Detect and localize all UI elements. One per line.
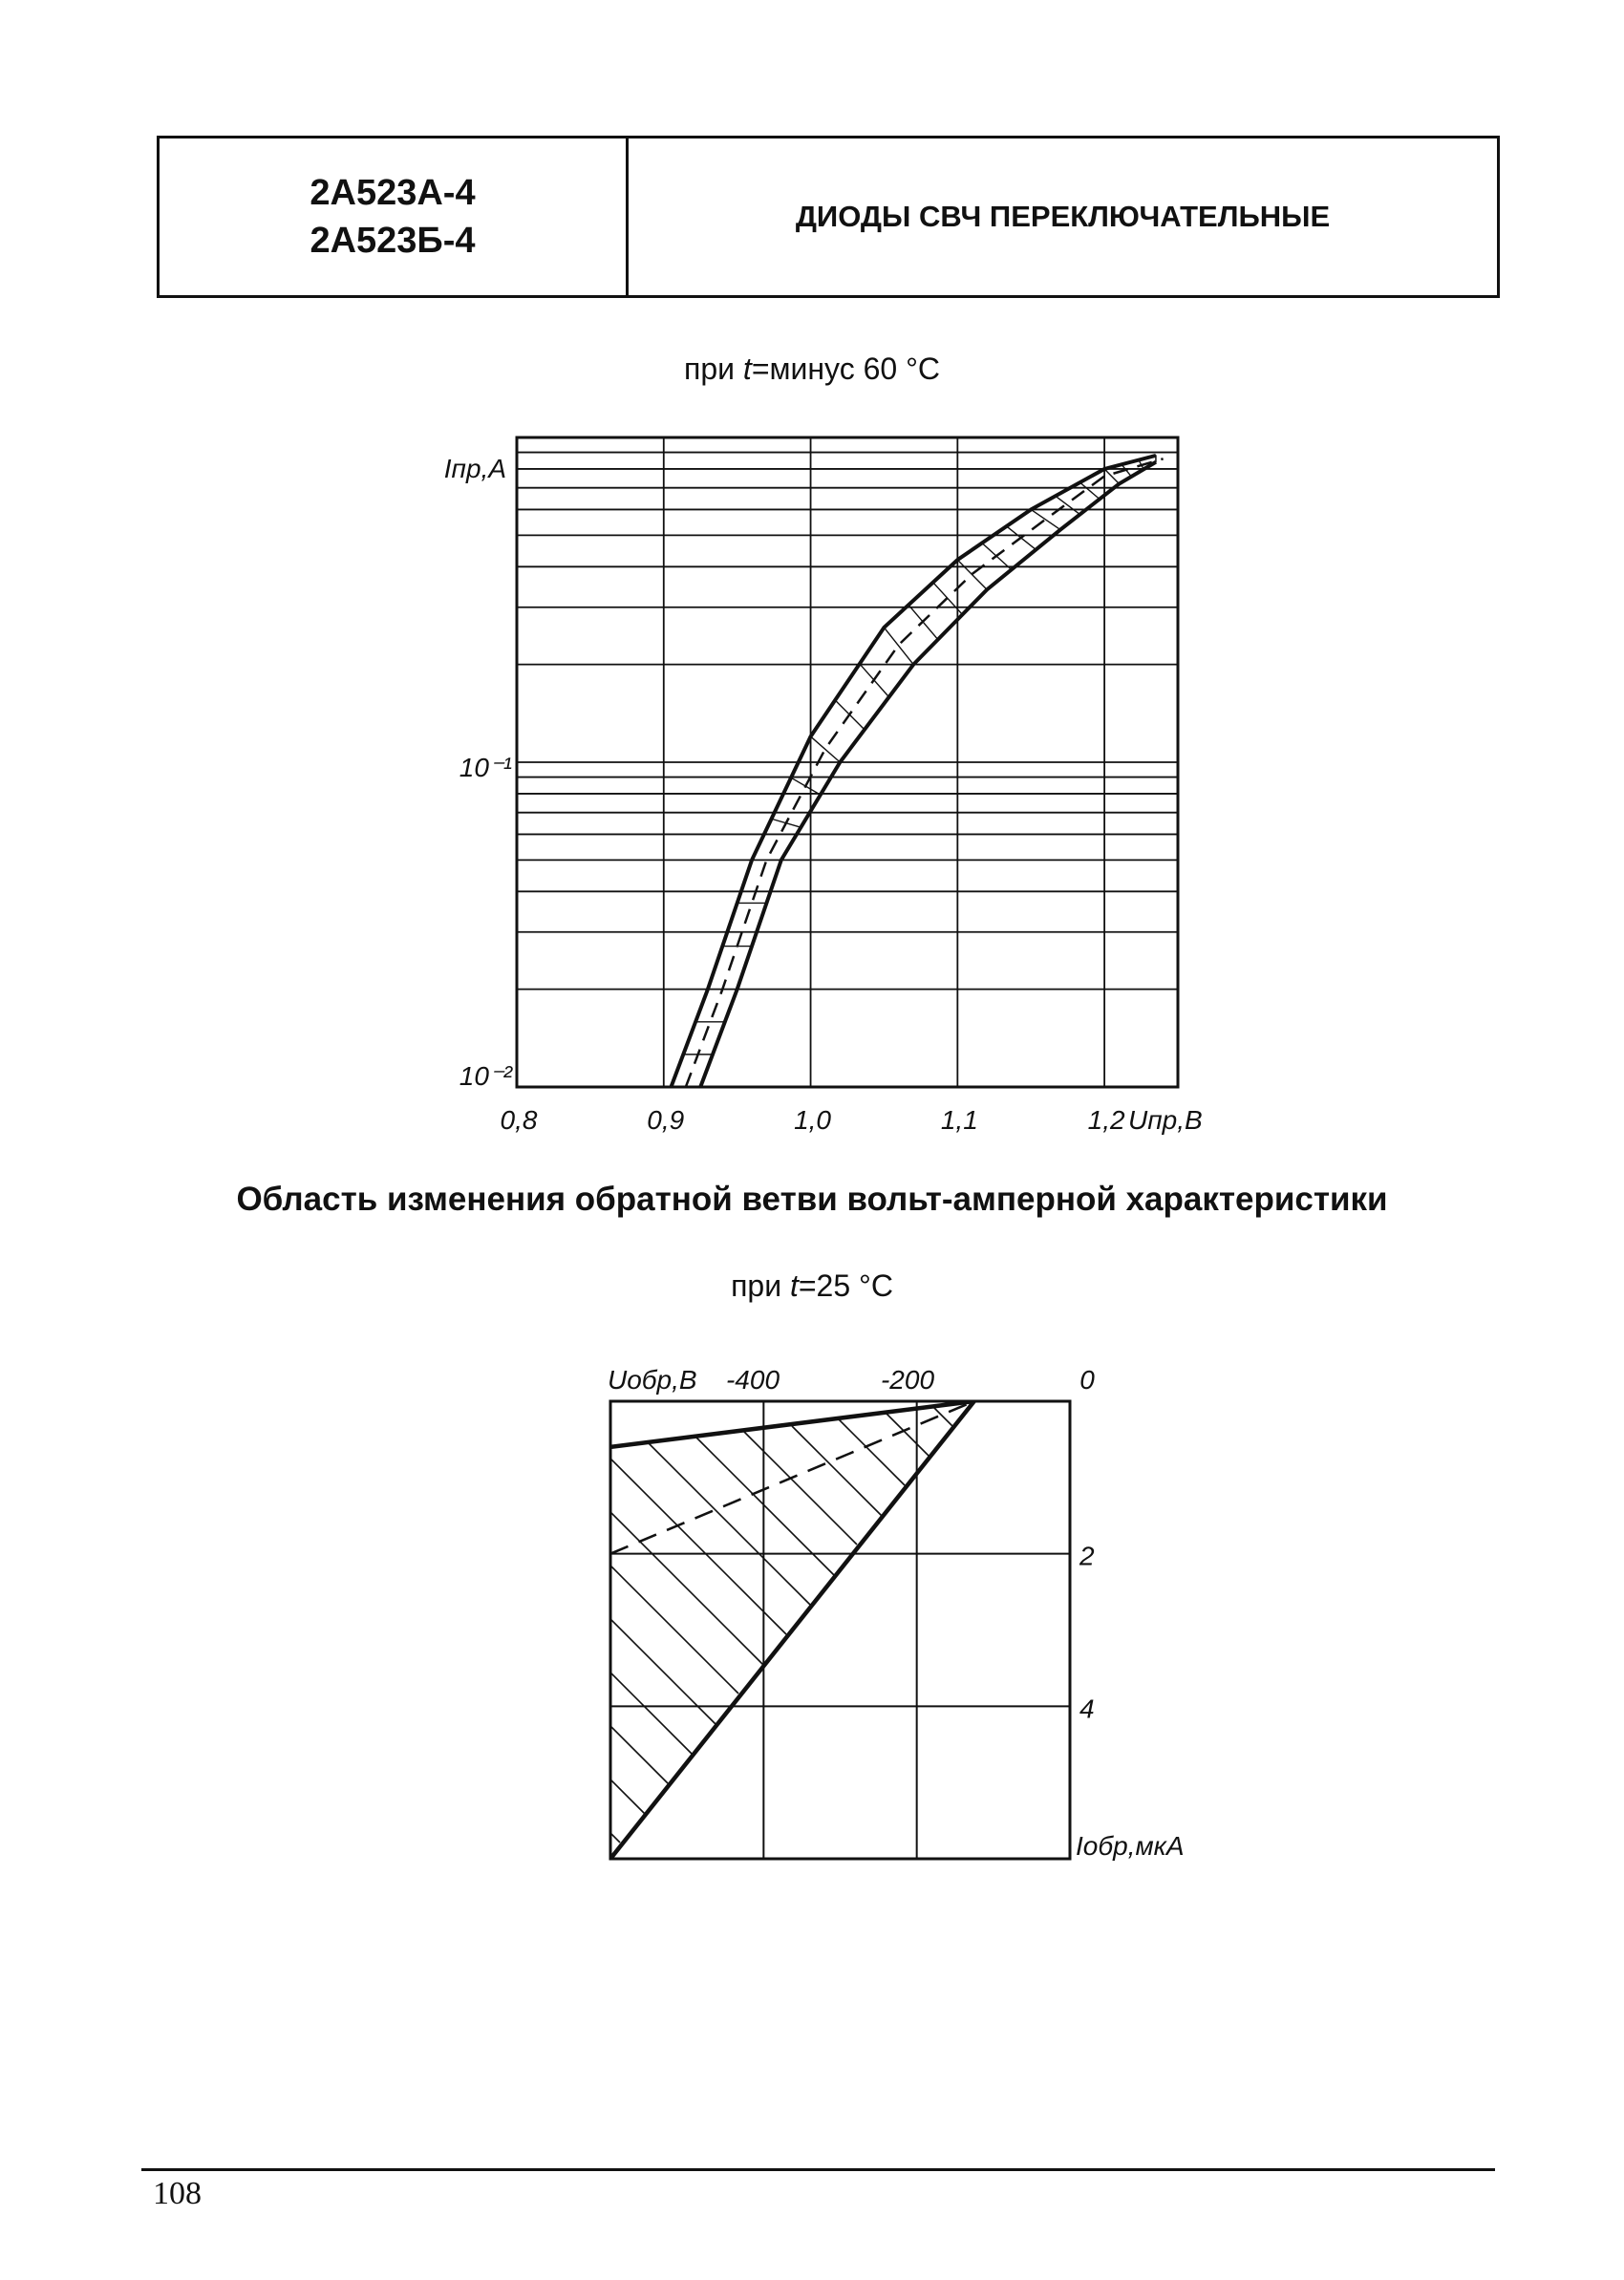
forward-x-axis-label: Uпр,В (1128, 1105, 1203, 1135)
reverse-caption-suffix: =25 °С (798, 1268, 893, 1303)
reverse-hatch-5 (695, 1437, 835, 1576)
reverse-y-tick-1: 4 (1079, 1694, 1095, 1723)
reverse-x-tick-1: -200 (881, 1365, 934, 1395)
forward-median-curve (684, 458, 1164, 1087)
forward-caption-suffix: =минус 60 °С (751, 352, 940, 386)
reverse-hatch-12 (610, 1725, 669, 1784)
reverse-y-axis-label: Iобр,мкА (1076, 1831, 1185, 1861)
footer-rule (141, 2168, 1495, 2171)
reverse-hatch-7 (610, 1458, 787, 1635)
reverse-x-tick-0: -400 (726, 1365, 780, 1395)
reverse-hatch-4 (743, 1431, 858, 1545)
forward-x-tick-4: 1,2 (1088, 1105, 1125, 1135)
reverse-lower-boundary (610, 1401, 976, 1859)
forward-hatch-6-2 (1079, 481, 1100, 501)
forward-hatch-4-0 (883, 627, 914, 666)
reverse-hatch-14 (610, 1832, 621, 1843)
reverse-hatch-10 (610, 1618, 716, 1725)
forward-x-tick-2: 1,0 (794, 1105, 831, 1135)
forward-band-region (670, 455, 1157, 1087)
reverse-iv-chart: Uобр,В -400 -200 0 2 4 Iобр,мкА (608, 1365, 1185, 1861)
reverse-curves (610, 1401, 976, 1859)
model-names: 2А523А-4 2А523Б-4 (160, 139, 629, 295)
reverse-chart-caption: при t=25 °С (0, 1268, 1624, 1304)
forward-caption-prefix: при (684, 352, 743, 386)
forward-caption-var: t (742, 352, 752, 386)
header-box: 2А523А-4 2А523Б-4 ДИОДЫ СВЧ ПЕРЕКЛЮЧАТЕЛ… (157, 136, 1500, 298)
page-number: 108 (153, 2176, 202, 2211)
reverse-hatch-11 (610, 1672, 694, 1756)
forward-plot-frame (515, 436, 1180, 1089)
model-name-a: 2А523А-4 (310, 173, 476, 213)
reverse-hatch-8 (610, 1511, 764, 1666)
reverse-hatch-2 (837, 1417, 906, 1486)
forward-hatch-6-1 (1055, 495, 1080, 516)
forward-x-tick-1: 0,9 (647, 1105, 684, 1135)
forward-iv-chart: 0,8 0,9 1,0 1,1 1,2 Uпр,В 10⁻¹ 10⁻² Iпр,А (444, 436, 1203, 1135)
reverse-plot-frame (609, 1399, 1072, 1861)
forward-y-tick-1: 10⁻² (459, 1061, 514, 1091)
forward-x-tick-3: 1,1 (941, 1105, 978, 1135)
forward-chart-caption: при t=минус 60 °С (0, 352, 1624, 387)
document-title: ДИОДЫ СВЧ ПЕРЕКЛЮЧАТЕЛЬНЫЕ (795, 200, 1331, 233)
reverse-upper-boundary (610, 1401, 975, 1450)
reverse-hatch-13 (610, 1779, 646, 1815)
forward-hatch-5-0 (956, 559, 988, 590)
forward-hatch-6-0 (1030, 508, 1061, 531)
reverse-caption-var: t (789, 1268, 799, 1303)
reverse-hatch-1 (885, 1412, 930, 1458)
forward-x-tick-0: 0,8 (501, 1105, 538, 1135)
reverse-hatch-6 (648, 1442, 812, 1607)
reverse-hatch-3 (791, 1425, 883, 1517)
forward-hatch-7-0 (1103, 468, 1120, 484)
reverse-hatch-0 (932, 1406, 953, 1427)
forward-lower-curve (698, 460, 1157, 1087)
reverse-median-line (610, 1401, 975, 1555)
forward-hatch-3-0 (810, 735, 841, 763)
reverse-caption-prefix: при (731, 1268, 790, 1303)
forward-y-tick-0: 10⁻¹ (459, 753, 512, 782)
reverse-x-tick-2: 0 (1079, 1365, 1095, 1395)
forward-curves (669, 453, 1164, 1087)
section-heading: Область изменения обратной ветви вольт-а… (236, 1181, 1388, 1218)
reverse-y-tick-0: 2 (1079, 1542, 1095, 1571)
reverse-hatch-9 (610, 1565, 739, 1694)
model-name-b: 2А523Б-4 (310, 221, 476, 261)
forward-y-axis-label: Iпр,А (444, 454, 506, 483)
forward-upper-curve (669, 453, 1157, 1087)
reverse-x-axis-label: Uобр,В (608, 1365, 697, 1395)
